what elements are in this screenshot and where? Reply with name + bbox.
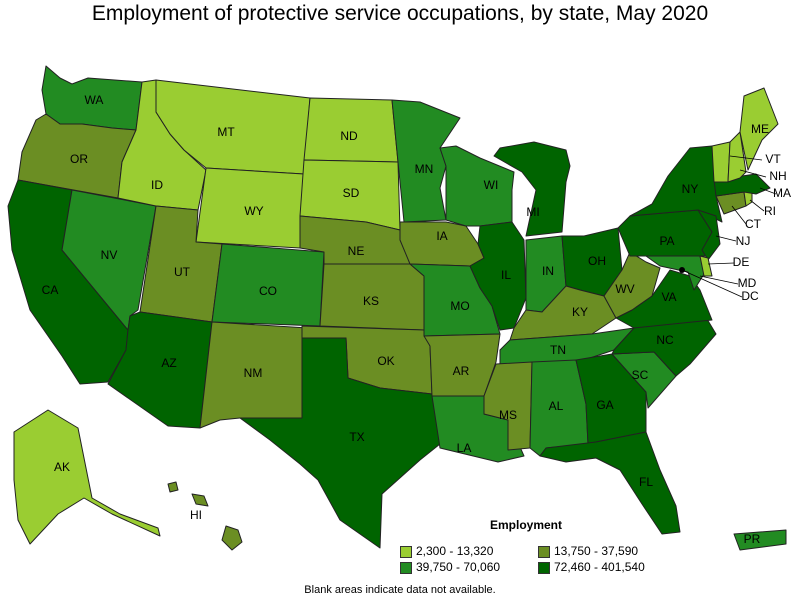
leader-ri [749, 199, 765, 212]
state-AK[interactable] [13, 409, 161, 545]
state-ME[interactable] [739, 87, 779, 171]
state-TN[interactable] [499, 327, 635, 367]
state-VT[interactable] [711, 141, 731, 183]
legend-title: Employment [490, 518, 563, 532]
state-label-tn: TN [550, 343, 566, 357]
leader-nj [715, 235, 737, 242]
state-MI[interactable] [493, 141, 571, 237]
state-label-co: CO [259, 284, 277, 298]
state-label-sd: SD [343, 186, 360, 200]
state-label-de: DE [733, 255, 750, 269]
state-label-pr: PR [744, 532, 761, 546]
legend-item-bin-0: 2,300 - 13,320 [400, 544, 493, 558]
state-label-nh: NH [769, 169, 786, 183]
state-label-nm: NM [244, 366, 263, 380]
leader-md [699, 275, 739, 285]
legend-swatch [538, 545, 550, 558]
state-label-mn: MN [415, 162, 434, 176]
legend-swatch [538, 561, 550, 574]
legend-label: 2,300 - 13,320 [416, 544, 494, 558]
state-label-ny: NY [682, 182, 699, 196]
state-label-ar: AR [453, 364, 470, 378]
state-label-md: MD [738, 276, 757, 290]
state-HI[interactable] [221, 525, 243, 551]
state-label-ok: OK [377, 354, 394, 368]
state-label-wv: WV [615, 282, 634, 296]
state-DE[interactable] [699, 255, 713, 277]
state-label-ga: GA [596, 398, 613, 412]
state-label-ma: MA [773, 186, 791, 200]
leader-vt [729, 155, 763, 161]
state-label-ak: AK [54, 460, 70, 474]
state-label-ms: MS [499, 408, 517, 422]
state-RI[interactable] [743, 191, 753, 207]
state-label-mt: MT [217, 125, 235, 139]
state-label-pa: PA [659, 234, 674, 248]
state-label-wa: WA [85, 93, 104, 107]
state-label-or: OR [70, 152, 88, 166]
state-label-la: LA [457, 441, 472, 455]
state-PR[interactable] [733, 529, 787, 551]
state-label-tx: TX [349, 430, 364, 444]
state-label-mo: MO [450, 299, 469, 313]
state-label-va: VA [661, 290, 676, 304]
leader-de [707, 262, 735, 265]
legend-swatch [400, 545, 412, 558]
state-label-fl: FL [639, 475, 653, 489]
state-label-wi: WI [484, 178, 499, 192]
state-HI-islands-2[interactable] [191, 493, 209, 507]
leader-ma [759, 187, 777, 195]
state-label-mi: MI [526, 205, 539, 219]
state-label-me: ME [751, 122, 769, 136]
state-label-ia: IA [436, 229, 447, 243]
state-label-in: IN [542, 264, 554, 278]
state-label-ct: CT [745, 217, 762, 231]
state-label-hi: HI [190, 508, 202, 522]
leader-ct [731, 205, 747, 225]
state-label-nj: NJ [736, 234, 751, 248]
state-label-sc: SC [632, 368, 649, 382]
legend-item-bin-3: 72,460 - 401,540 [538, 560, 645, 574]
state-label-oh: OH [588, 254, 606, 268]
state-IL[interactable] [469, 221, 527, 331]
state-WV[interactable] [603, 251, 661, 319]
state-label-ut: UT [174, 265, 191, 279]
leader-dc [681, 269, 743, 298]
state-label-ri: RI [764, 204, 776, 218]
state-label-al: AL [549, 399, 564, 413]
state-label-il: IL [501, 268, 511, 282]
state-NY[interactable] [629, 145, 723, 223]
state-label-ks: KS [363, 294, 379, 308]
state-label-dc: DC [741, 289, 759, 303]
state-label-vt: VT [765, 152, 781, 166]
state-label-nv: NV [101, 248, 118, 262]
legend-label: 72,460 - 401,540 [554, 560, 645, 574]
state-MN[interactable] [391, 99, 461, 223]
state-PA[interactable] [617, 209, 713, 257]
state-WI[interactable] [439, 145, 515, 227]
state-label-ky: KY [572, 305, 588, 319]
footnote: Blank areas indicate data not available. [304, 584, 496, 596]
map-title: Employment of protective service occupat… [91, 2, 709, 25]
state-HI-islands[interactable] [167, 481, 179, 493]
state-label-az: AZ [161, 356, 176, 370]
state-label-wy: WY [244, 204, 263, 218]
legend-label: 39,750 - 70,060 [416, 560, 501, 574]
state-label-id: ID [151, 178, 163, 192]
state-label-ne: NE [348, 244, 365, 258]
leader-nh [739, 169, 767, 178]
legend-label: 13,750 - 37,590 [554, 544, 639, 558]
legend-swatch [400, 561, 412, 574]
legend-item-bin-1: 13,750 - 37,590 [538, 544, 638, 558]
legend-item-bin-2: 39,750 - 70,060 [400, 560, 500, 574]
state-FL[interactable] [539, 431, 681, 535]
state-label-ca: CA [42, 283, 59, 297]
state-TX[interactable] [239, 337, 441, 549]
state-label-nc: NC [656, 333, 674, 347]
state-label-nd: ND [340, 129, 358, 143]
